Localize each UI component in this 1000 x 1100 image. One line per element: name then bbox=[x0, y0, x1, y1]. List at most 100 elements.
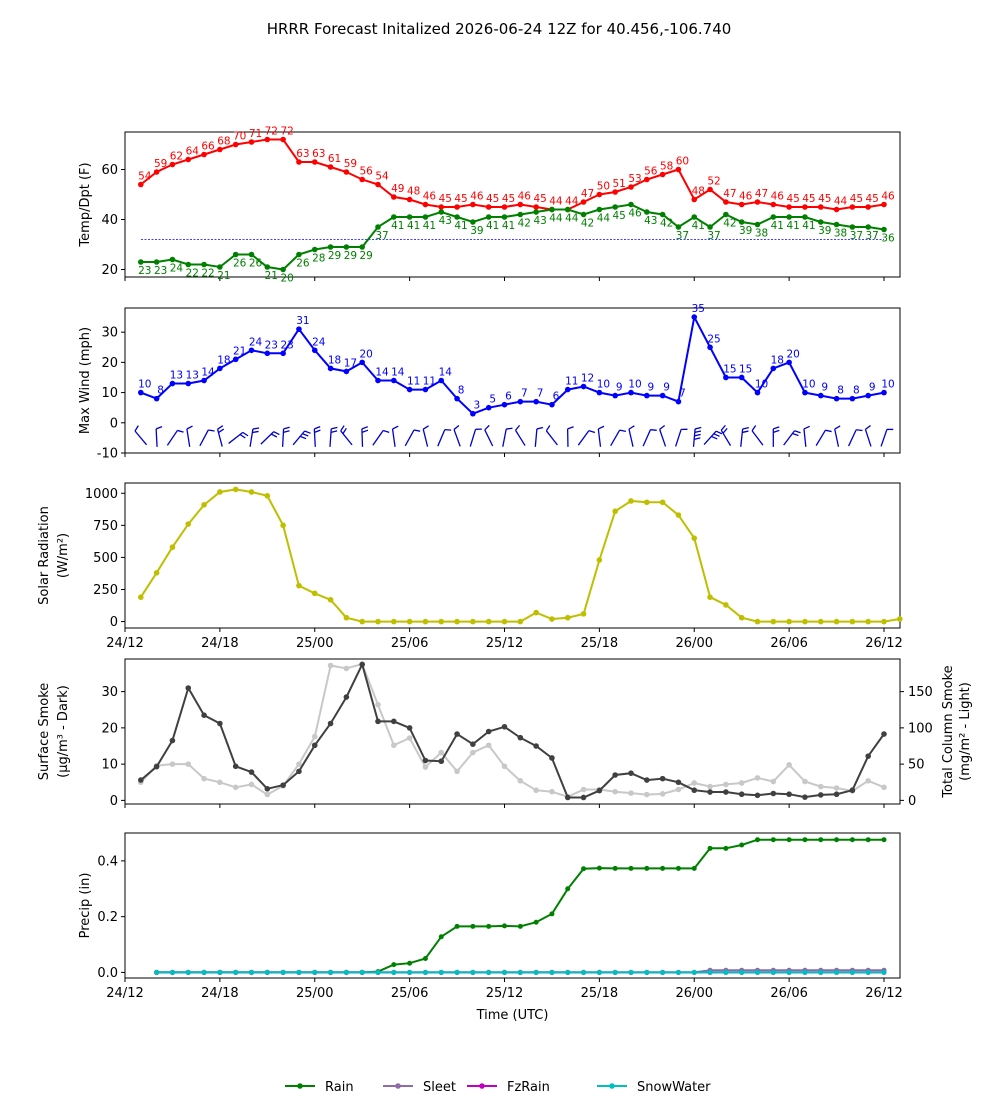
dewpoint-point bbox=[549, 206, 555, 213]
total-column-smoke-point bbox=[612, 788, 618, 795]
max-wind-point bbox=[659, 392, 666, 399]
dewpoint-point bbox=[754, 221, 761, 228]
solar-radiation-point bbox=[406, 618, 413, 625]
temperature-data-label: 45 bbox=[486, 193, 499, 205]
wind-barb-staff bbox=[720, 429, 732, 446]
max-wind-point bbox=[849, 395, 856, 402]
surface-smoke-point bbox=[833, 791, 840, 798]
max-wind-point bbox=[564, 386, 571, 393]
total-column-smoke-point bbox=[723, 781, 729, 788]
y-axis-label-right: Total Column Smoke bbox=[941, 665, 956, 798]
surface-smoke-point bbox=[770, 790, 777, 797]
max-wind-point bbox=[786, 359, 792, 366]
max-wind-point bbox=[391, 377, 397, 384]
snowwater-point bbox=[865, 969, 871, 975]
surface-smoke-point bbox=[454, 731, 460, 737]
surface-smoke-point bbox=[817, 792, 824, 798]
wind-barb bbox=[340, 425, 353, 446]
snowwater-point bbox=[296, 969, 302, 975]
dewpoint-point bbox=[596, 206, 603, 213]
x-tick-label: 26/06 bbox=[770, 636, 807, 651]
wind-barb-flag bbox=[681, 428, 688, 430]
x-tick-label: 26/00 bbox=[676, 986, 713, 1001]
surface-smoke-point bbox=[802, 794, 808, 800]
solar-radiation-point bbox=[817, 618, 824, 625]
max-wind-data-label: 20 bbox=[786, 348, 799, 360]
solar-radiation-point bbox=[533, 609, 539, 616]
surface-smoke-point bbox=[644, 777, 650, 783]
solar-radiation-point bbox=[517, 618, 524, 625]
rain-point bbox=[675, 865, 681, 871]
solar-radiation-point bbox=[296, 582, 302, 589]
surface-smoke-point bbox=[264, 785, 271, 792]
snowwater-point bbox=[802, 969, 808, 975]
wind-barb-flag bbox=[208, 429, 215, 432]
total-column-smoke-point bbox=[169, 761, 176, 767]
y-axis-label: Precip (in) bbox=[78, 873, 93, 939]
wind-barb-flag bbox=[588, 429, 596, 434]
wind-barb-flag bbox=[825, 429, 832, 433]
wind-barb-staff bbox=[249, 428, 254, 447]
total-column-smoke-point bbox=[327, 662, 334, 669]
snowwater-point bbox=[691, 969, 697, 975]
legend-swatch-marker bbox=[479, 1083, 485, 1089]
max-wind-data-label: 17 bbox=[344, 357, 357, 369]
wind-barb-flag bbox=[302, 433, 309, 437]
max-wind-data-label: 13 bbox=[186, 370, 199, 382]
dewpoint-data-label: 39 bbox=[739, 225, 752, 237]
max-wind-point bbox=[707, 344, 713, 351]
dewpoint-data-label: 41 bbox=[771, 220, 784, 232]
total-column-smoke-point bbox=[786, 762, 792, 768]
temperature-point bbox=[138, 181, 144, 188]
temperature-point bbox=[422, 201, 429, 208]
wind-barb-staff bbox=[199, 429, 209, 447]
temperature-data-label: 45 bbox=[866, 193, 879, 205]
x-tick-label: 26/06 bbox=[770, 986, 807, 1001]
surface-smoke-point bbox=[470, 741, 476, 747]
max-wind-point bbox=[359, 359, 365, 366]
y-tick-label: 0 bbox=[110, 794, 118, 809]
max-wind-point bbox=[596, 389, 603, 396]
snowwater-point bbox=[407, 969, 413, 975]
max-wind-data-label: 9 bbox=[821, 382, 828, 394]
wind-barb-flag bbox=[694, 426, 702, 430]
dewpoint-line bbox=[140, 203, 885, 271]
rain-point bbox=[628, 865, 634, 871]
solar-radiation-point bbox=[391, 618, 397, 625]
surface-smoke-line bbox=[140, 661, 885, 799]
surface-smoke-point bbox=[201, 712, 207, 718]
surface-smoke-point bbox=[391, 718, 397, 725]
snowwater-point bbox=[280, 969, 286, 975]
snowwater-point bbox=[628, 969, 634, 975]
surface-smoke-point bbox=[375, 718, 381, 725]
surface-smoke-point bbox=[280, 782, 286, 788]
wind-barb-flag bbox=[186, 425, 193, 430]
wind-barb-flag bbox=[283, 430, 290, 434]
rain-point bbox=[596, 865, 602, 871]
dewpoint-data-label: 26 bbox=[233, 258, 247, 270]
wind-barb bbox=[469, 428, 482, 447]
dewpoint-point bbox=[185, 261, 192, 268]
x-tick-label: 25/00 bbox=[296, 986, 333, 1001]
temperature-point bbox=[517, 201, 524, 208]
max-wind-point bbox=[311, 347, 318, 354]
solar-radiation-point bbox=[691, 535, 698, 541]
solar-radiation-point bbox=[343, 614, 350, 621]
max-wind-data-label: 14 bbox=[391, 367, 405, 379]
total-column-smoke-point bbox=[754, 775, 761, 781]
dewpoint-data-label: 41 bbox=[692, 220, 705, 232]
y-tick-label: -10 bbox=[97, 447, 118, 462]
snowwater-point bbox=[707, 969, 713, 975]
wind-barb-flag bbox=[886, 428, 894, 431]
max-wind-data-label: 6 bbox=[553, 391, 560, 403]
temperature-point bbox=[817, 204, 824, 210]
y-tick-label: 0 bbox=[908, 794, 916, 809]
wind-barb-flag bbox=[773, 429, 780, 434]
dewpoint-point bbox=[201, 261, 207, 268]
dewpoint-point bbox=[723, 211, 729, 218]
max-wind-data-label: 35 bbox=[692, 303, 705, 315]
wind-barb-staff bbox=[340, 430, 353, 446]
max-wind-point bbox=[406, 386, 413, 393]
rain-line bbox=[156, 838, 884, 974]
solar-radiation-line bbox=[139, 488, 900, 623]
